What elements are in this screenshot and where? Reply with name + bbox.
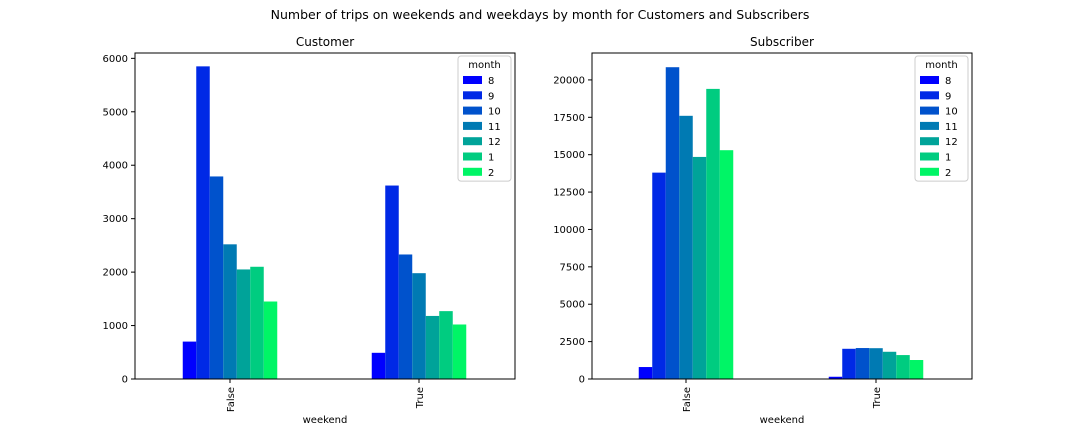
bar	[452, 324, 467, 379]
y-tick-label: 0	[122, 375, 128, 386]
legend-swatch	[463, 152, 482, 161]
bar	[250, 266, 264, 379]
legend-swatch	[920, 137, 939, 146]
bar	[182, 341, 197, 379]
legend-label: 9	[945, 91, 951, 102]
y-tick-label: 0	[579, 375, 585, 386]
x-tick-label: True	[415, 387, 426, 409]
chart-title: Customer	[296, 35, 354, 49]
legend-swatch	[463, 137, 482, 146]
y-tick-label: 5000	[560, 300, 585, 311]
figure-suptitle: Number of trips on weekends and weekdays…	[271, 7, 810, 22]
y-tick-label: 1000	[103, 321, 128, 332]
bar	[385, 185, 399, 379]
y-tick-label: 2500	[560, 337, 585, 348]
legend-title: month	[925, 60, 957, 71]
legend-box	[914, 55, 969, 182]
bar	[371, 352, 386, 379]
legend-swatch	[920, 91, 939, 100]
subscriber-chart: Subscriber weekend 0 2500 5000 7500 10000 125…	[553, 35, 973, 426]
bar	[398, 254, 413, 379]
y-tick-label: 2000	[103, 268, 128, 279]
legend-title: month	[468, 60, 500, 71]
legend-swatch	[920, 76, 939, 84]
bar	[909, 360, 924, 379]
plot-frame	[134, 52, 516, 380]
y-tick-label: 20000	[553, 75, 585, 86]
bar	[439, 311, 453, 379]
legend-label: 1	[945, 153, 951, 164]
legend-label: 11	[945, 122, 958, 133]
bar	[855, 348, 870, 379]
y-tick-label: 4000	[103, 161, 128, 172]
x-tick-label: False	[226, 387, 237, 412]
bar	[209, 176, 224, 379]
legend-label: 1	[488, 153, 494, 164]
legend-swatch	[463, 91, 482, 100]
bar	[719, 150, 734, 379]
legend-label: 11	[488, 122, 501, 133]
chart-title: Subscriber	[750, 35, 814, 49]
bar	[263, 301, 278, 379]
bar	[223, 244, 237, 379]
bar	[196, 66, 210, 380]
legend-label: 10	[488, 107, 501, 118]
bar	[425, 315, 440, 379]
plot-frame	[591, 52, 973, 380]
bar	[896, 355, 910, 379]
bar	[706, 88, 720, 379]
legend-swatch	[920, 152, 939, 161]
legend-label: 9	[488, 91, 494, 102]
legend-swatch	[920, 121, 939, 130]
y-tick-label: 7500	[560, 262, 585, 273]
y-tick-label: 12500	[553, 188, 585, 199]
y-tick-label: 6000	[103, 54, 128, 65]
legend-swatch	[920, 106, 939, 115]
customer-chart: Customer weekend 0 1000 2000 3000 4000 5000 60…	[103, 35, 516, 426]
bar	[692, 156, 707, 379]
x-tick-label: False	[682, 387, 693, 412]
legend-swatch	[463, 76, 482, 84]
legend-label: 12	[945, 137, 958, 148]
legend-label: 2	[945, 168, 951, 179]
legend-swatch	[920, 167, 939, 176]
bar	[236, 269, 251, 379]
bar	[842, 348, 856, 379]
x-axis-label: weekend	[760, 415, 805, 426]
bar	[638, 367, 653, 379]
bar	[882, 351, 897, 379]
y-tick-label: 5000	[103, 107, 128, 118]
legend-label: 2	[488, 168, 494, 179]
y-tick-label: 10000	[553, 225, 585, 236]
bar	[665, 67, 680, 380]
y-tick-label: 15000	[553, 150, 585, 161]
bar	[828, 376, 843, 379]
legend-label: 8	[945, 76, 951, 87]
bar	[652, 172, 666, 379]
bar	[679, 115, 693, 379]
legend-label: 10	[945, 107, 958, 118]
x-tick-label: True	[872, 387, 883, 409]
legend-box	[457, 55, 512, 182]
y-tick-label: 17500	[553, 113, 585, 124]
y-tick-label: 3000	[103, 214, 128, 225]
x-axis-label: weekend	[303, 415, 348, 426]
legend-label: 8	[488, 76, 494, 87]
legend-label: 12	[488, 137, 501, 148]
legend-swatch	[463, 167, 482, 176]
bar	[869, 348, 883, 379]
bar	[412, 273, 426, 379]
legend-swatch	[463, 106, 482, 115]
legend-swatch	[463, 121, 482, 130]
